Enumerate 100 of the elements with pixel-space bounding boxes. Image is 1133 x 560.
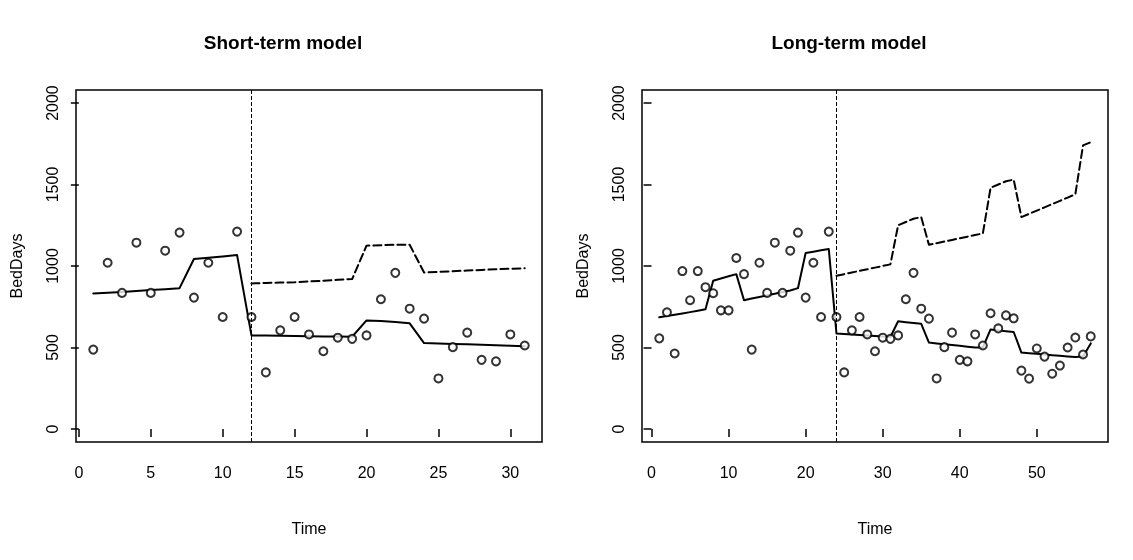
point bbox=[908, 267, 919, 278]
point bbox=[1031, 343, 1042, 354]
point bbox=[723, 305, 734, 316]
point bbox=[433, 373, 444, 384]
point bbox=[1047, 368, 1058, 379]
point bbox=[900, 294, 911, 305]
point bbox=[746, 344, 757, 355]
point bbox=[762, 287, 773, 298]
point bbox=[923, 313, 934, 324]
y-tick-label: 0 bbox=[43, 424, 61, 434]
point bbox=[862, 329, 873, 340]
point bbox=[390, 267, 401, 278]
point bbox=[823, 226, 834, 237]
point bbox=[462, 327, 473, 338]
y-tick-label: 1500 bbox=[43, 166, 61, 203]
point bbox=[1062, 342, 1073, 353]
point bbox=[739, 269, 750, 280]
point bbox=[1054, 360, 1065, 371]
point bbox=[1008, 313, 1019, 324]
point bbox=[854, 312, 865, 323]
point bbox=[685, 295, 696, 306]
point bbox=[505, 329, 516, 340]
x-tick-label: 30 bbox=[873, 463, 892, 481]
x-tick-label: 0 bbox=[647, 463, 657, 481]
point bbox=[145, 287, 156, 298]
point bbox=[347, 333, 358, 344]
y-tick-label: 2000 bbox=[609, 85, 627, 121]
point bbox=[232, 226, 243, 237]
point bbox=[785, 245, 796, 256]
x-tick-label: 20 bbox=[796, 463, 815, 481]
y-tick-label: 1000 bbox=[43, 248, 61, 284]
point bbox=[954, 354, 965, 365]
point bbox=[1016, 365, 1027, 376]
y-tick-label: 500 bbox=[609, 334, 627, 361]
point bbox=[318, 346, 329, 357]
point bbox=[777, 287, 788, 298]
point bbox=[870, 346, 880, 357]
point bbox=[404, 303, 415, 314]
point bbox=[754, 257, 765, 268]
x-tick-label: 15 bbox=[285, 463, 304, 481]
point bbox=[669, 348, 680, 359]
point bbox=[260, 367, 271, 378]
x-axis-title: Time bbox=[857, 519, 893, 537]
x-axis-title: Time bbox=[291, 519, 327, 537]
point bbox=[102, 257, 113, 268]
point bbox=[977, 340, 988, 351]
point bbox=[700, 282, 711, 293]
point bbox=[289, 312, 300, 323]
x-tick-label: 10 bbox=[213, 463, 232, 481]
point bbox=[419, 313, 430, 324]
x-tick-label: 10 bbox=[719, 463, 738, 481]
point bbox=[131, 237, 142, 248]
point bbox=[1000, 310, 1011, 321]
x-tick-label: 0 bbox=[74, 463, 84, 481]
point bbox=[962, 356, 973, 367]
point bbox=[769, 237, 780, 248]
point bbox=[1085, 331, 1096, 342]
point bbox=[893, 330, 904, 341]
point bbox=[846, 325, 857, 336]
chart-title: Short-term model bbox=[203, 32, 363, 53]
point bbox=[476, 354, 487, 365]
point bbox=[885, 333, 896, 344]
y-tick-label: 1500 bbox=[609, 166, 627, 203]
point bbox=[947, 327, 958, 338]
point bbox=[993, 323, 1004, 334]
point bbox=[715, 305, 726, 316]
x-tick-label: 30 bbox=[501, 463, 520, 481]
point bbox=[1070, 332, 1081, 343]
point bbox=[332, 332, 343, 343]
y-tick-label: 2000 bbox=[43, 85, 61, 121]
point bbox=[447, 342, 458, 353]
point bbox=[708, 288, 719, 299]
point bbox=[808, 257, 819, 268]
point bbox=[217, 312, 228, 323]
y-axis-title: BedDays bbox=[573, 233, 591, 299]
point bbox=[931, 373, 942, 384]
point bbox=[677, 266, 688, 277]
point bbox=[877, 332, 888, 343]
x-tick-label: 40 bbox=[950, 463, 969, 481]
point bbox=[117, 287, 128, 298]
point bbox=[519, 340, 530, 351]
point bbox=[1024, 373, 1035, 384]
point bbox=[692, 266, 703, 277]
point bbox=[985, 308, 996, 319]
x-tick-label: 20 bbox=[357, 463, 376, 481]
point bbox=[361, 330, 372, 341]
x-tick-label: 50 bbox=[1027, 463, 1046, 481]
chart-title: Long-term model bbox=[771, 32, 927, 53]
point bbox=[839, 367, 850, 378]
x-tick-label: 25 bbox=[429, 463, 448, 481]
point bbox=[174, 227, 185, 238]
y-tick-label: 0 bbox=[609, 424, 627, 434]
point bbox=[490, 356, 501, 367]
point bbox=[731, 253, 742, 264]
point bbox=[275, 325, 286, 336]
point bbox=[661, 307, 672, 318]
point bbox=[916, 303, 927, 314]
y-tick-label: 1000 bbox=[609, 248, 627, 284]
point bbox=[304, 329, 314, 340]
point bbox=[800, 292, 811, 303]
